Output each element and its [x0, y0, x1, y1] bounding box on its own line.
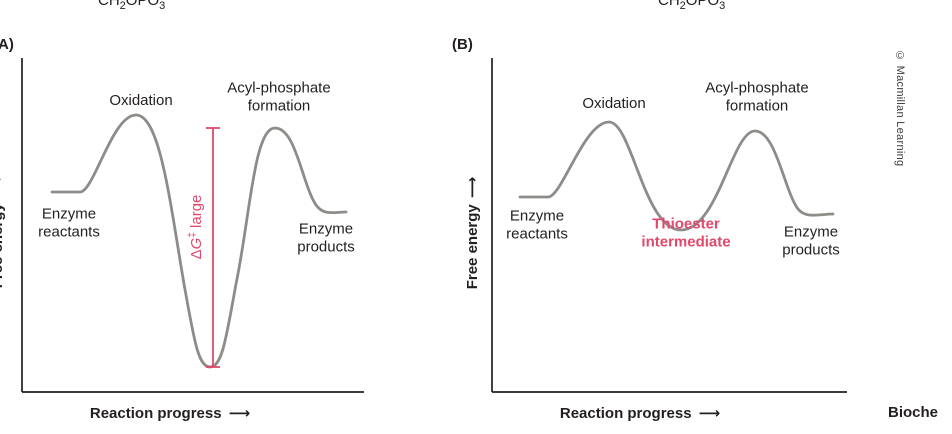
- delta-g-large-label: ΔG‡ large: [187, 195, 205, 260]
- formula-top-right: CH2OPO32−: [658, 0, 738, 12]
- panel-a-x-axis-label: Reaction progress ⟶: [90, 404, 250, 422]
- formula-superscript: 2−: [165, 0, 178, 2]
- formula-subscript: 2: [119, 0, 126, 12]
- panel-b-plot: [491, 58, 847, 393]
- panel-a-plot: [21, 58, 364, 393]
- double-dagger-symbol: ‡: [187, 232, 198, 238]
- right-arrow-icon: ⟶: [228, 405, 251, 422]
- panel-a-tag: (A): [0, 36, 14, 53]
- panel-b-enzyme-reactants-label: Enzyme reactants: [506, 207, 568, 242]
- formula-text: CH: [98, 0, 120, 9]
- panel-b-acyl-phosphate-label: Acyl-phosphate formation: [705, 79, 809, 114]
- up-arrow-icon: ⟶: [464, 176, 481, 199]
- panel-a-energy-curve: [50, 113, 348, 369]
- right-arrow-icon: ⟶: [698, 405, 721, 422]
- g-symbol: G: [188, 237, 205, 250]
- thioester-intermediate-label: Thioester intermediate: [641, 215, 731, 250]
- panel-b-x-axis-label: Reaction progress ⟶: [560, 404, 720, 422]
- formula-superscript: 2−: [725, 0, 738, 2]
- formula-text: CH: [658, 0, 680, 9]
- up-arrow-icon: ⟶: [0, 176, 6, 198]
- macmillan-credit: © Macmillan Learning: [894, 50, 906, 167]
- formula-subscript: 2: [679, 0, 686, 12]
- panel-b-enzyme-products-label: Enzyme products: [782, 223, 840, 258]
- formula-text: OPO: [125, 0, 160, 9]
- panel-b-tag: (B): [452, 36, 473, 53]
- corner-caption: Bioche: [888, 404, 939, 421]
- formula-subscript: 3: [159, 0, 166, 12]
- free-energy-text: Free energy: [0, 203, 6, 289]
- formula-subscript: 3: [719, 0, 726, 12]
- panel-b-oxidation-label: Oxidation: [582, 95, 646, 113]
- panel-a-y-axis-label: Free energy ⟶: [0, 176, 6, 289]
- panel-a-oxidation-label: Oxidation: [109, 92, 173, 110]
- panel-a-enzyme-reactants-label: Enzyme reactants: [38, 205, 100, 240]
- formula-text: OPO: [685, 0, 720, 9]
- free-energy-text: Free energy: [464, 204, 481, 290]
- large-text: large: [188, 194, 205, 233]
- delta-symbol: Δ: [188, 249, 205, 260]
- reaction-progress-text: Reaction progress: [89, 405, 222, 422]
- panel-a-enzyme-products-label: Enzyme products: [297, 220, 355, 255]
- panel-b-y-axis-label: Free energy ⟶: [463, 177, 481, 290]
- formula-top-left: CH2OPO32−: [98, 0, 178, 12]
- reaction-progress-text: Reaction progress: [559, 405, 692, 422]
- panel-a-acyl-phosphate-label: Acyl-phosphate formation: [227, 79, 331, 114]
- panel-b-energy-curve: [518, 120, 835, 232]
